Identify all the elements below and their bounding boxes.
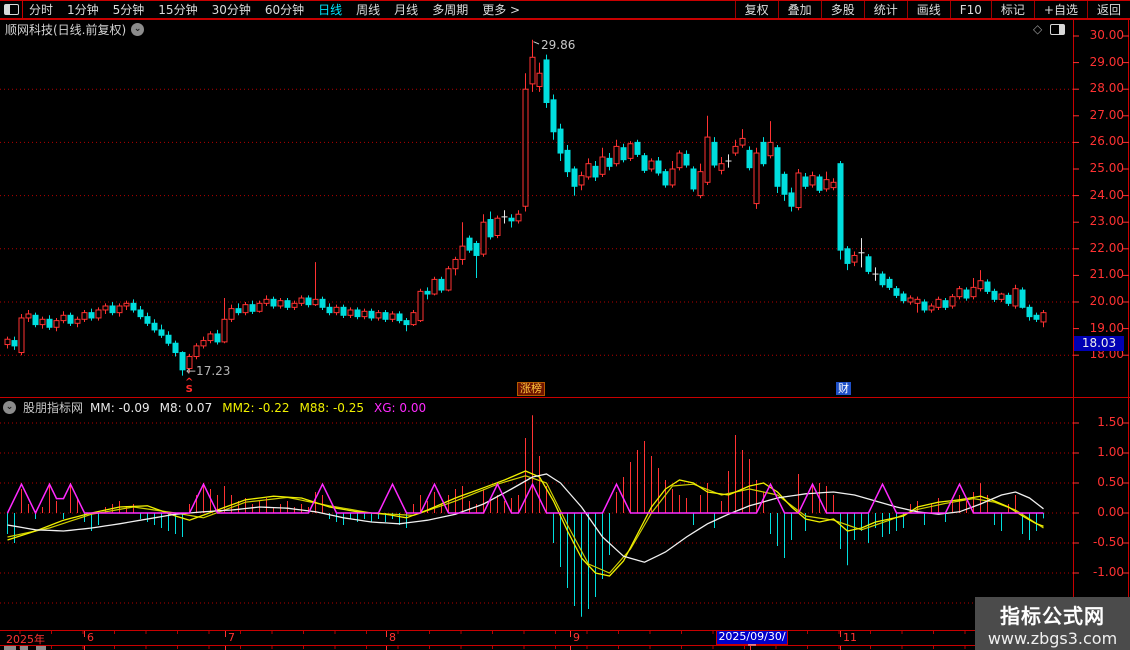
legend-item-0: MM: -0.09 xyxy=(90,400,150,415)
chevron-down-icon[interactable]: ⌄ xyxy=(3,401,16,414)
signal-caret: ^ xyxy=(185,377,194,388)
period-tab-8[interactable]: 月线 xyxy=(394,3,419,17)
chevron-down-icon[interactable]: ⌄ xyxy=(131,23,145,36)
clipped-text-stub xyxy=(4,646,16,650)
last-price-tag: 18.03 xyxy=(1074,336,1124,351)
period-tab-7[interactable]: 周线 xyxy=(356,3,381,17)
price-tick-label: 19.00 xyxy=(1089,320,1124,335)
toolbar-button-6[interactable]: 标记 xyxy=(990,1,1034,18)
month-label-6: 6 xyxy=(87,631,94,644)
chart-title-row: 顺网科技(日线.前复权) ⌄ xyxy=(5,21,145,38)
toolbar-button-8[interactable]: 返回 xyxy=(1086,1,1130,18)
month-label-7: 7 xyxy=(228,631,235,644)
indicator-tick-label: -1.00 xyxy=(1092,565,1124,579)
period-tab-10[interactable]: 更多 > xyxy=(482,3,521,17)
rank-badge[interactable]: 涨榜 xyxy=(517,382,545,396)
indicator-name: 股朋指标网 xyxy=(23,401,84,415)
price-tick-label: 29.00 xyxy=(1089,54,1124,69)
legend-item-3: M88: -0.25 xyxy=(299,400,364,415)
period-tab-6[interactable]: 日线 xyxy=(318,3,343,17)
indicator-header: ⌄ 股朋指标网 MM: -0.09 M8: 0.07 MM2: -0.22 M88: … xyxy=(3,399,426,416)
month-label-9: 9 xyxy=(573,631,580,644)
date-axis: 2025年 6 7 8 9 11 2025/09/30/二 xyxy=(0,630,1130,650)
chart-title: 顺网科技(日线.前复权) xyxy=(5,23,127,37)
high-price-annotation: 29.86 xyxy=(541,38,576,52)
period-tab-2[interactable]: 5分钟 xyxy=(112,3,145,17)
low-price-annotation: ←17.23 xyxy=(186,364,231,378)
legend-item-4: XG: 0.00 xyxy=(374,400,427,415)
clipped-text-stub xyxy=(36,646,46,650)
finance-badge[interactable]: 财 xyxy=(836,382,851,395)
indicator-tick-label: 0.00 xyxy=(1097,505,1124,519)
price-tick-label: 24.00 xyxy=(1089,187,1124,202)
split-window-icon xyxy=(3,4,19,15)
indicator-tick-label: -0.50 xyxy=(1092,535,1124,549)
indicator-tick-label: 0.50 xyxy=(1097,475,1124,489)
period-tab-0[interactable]: 分时 xyxy=(29,3,54,17)
period-tab-4[interactable]: 30分钟 xyxy=(211,3,251,17)
clipped-text-stub xyxy=(20,646,28,650)
toolbar-button-4[interactable]: 画线 xyxy=(906,1,950,18)
month-label-8: 8 xyxy=(389,631,396,644)
toolbar-button-0[interactable]: 复权 xyxy=(734,1,778,18)
toolbar-button-1[interactable]: 叠加 xyxy=(777,1,821,18)
toolbar-button-2[interactable]: 多股 xyxy=(820,1,864,18)
period-tab-1[interactable]: 1分钟 xyxy=(67,3,99,17)
toolbar-button-5[interactable]: F10 xyxy=(949,1,991,18)
diamond-icon[interactable]: ◇ xyxy=(1033,22,1043,36)
price-tick-label: 28.00 xyxy=(1089,81,1124,96)
period-tab-5[interactable]: 60分钟 xyxy=(264,3,305,17)
signal-letter: S xyxy=(185,384,193,395)
period-tabs: 分时 1分钟 5分钟 15分钟 30分钟 60分钟 日线 周线 月线 多周期 更多 > xyxy=(23,1,520,18)
watermark-url: www.zbgs3.com xyxy=(987,628,1118,648)
sell-signal-marker: ^ S xyxy=(185,377,194,395)
toolbar-button-7[interactable]: +自选 xyxy=(1033,1,1087,18)
toolbar-button-3[interactable]: 统计 xyxy=(863,1,907,18)
price-tick-label: 25.00 xyxy=(1089,161,1124,175)
month-label-11: 11 xyxy=(843,631,857,644)
price-tick-label: 23.00 xyxy=(1089,214,1124,229)
watermark: 指标公式网 www.zbgs3.com xyxy=(975,597,1130,650)
chart-corner-icons: ◇ xyxy=(1033,22,1066,36)
watermark-site-name: 指标公式网 xyxy=(1000,603,1105,628)
period-tab-3[interactable]: 15分钟 xyxy=(158,3,198,17)
selected-date-tag: 2025/09/30/二 xyxy=(716,630,788,650)
indicator-legend: MM: -0.09 M8: 0.07 MM2: -0.22 M88: -0.25 XG:… xyxy=(90,401,426,415)
price-tick-label: 20.00 xyxy=(1089,294,1124,308)
legend-item-1: M8: 0.07 xyxy=(159,400,213,415)
year-label: 2025年 xyxy=(6,633,45,646)
action-buttons: 复权 叠加 多股 统计 画线 F10 标记 +自选 返回 xyxy=(734,1,1130,18)
price-tick-label: 22.00 xyxy=(1089,240,1124,255)
maximize-pane-icon[interactable] xyxy=(1050,23,1066,35)
period-tab-9[interactable]: 多周期 xyxy=(432,3,469,17)
price-tick-label: 21.00 xyxy=(1089,267,1124,282)
indicator-tick-label: 1.50 xyxy=(1097,415,1124,429)
price-tick-label: 27.00 xyxy=(1089,107,1124,122)
legend-item-2: MM2: -0.22 xyxy=(222,400,290,415)
indicator-tick-label: 1.00 xyxy=(1097,445,1124,459)
top-toolbar: 分时 1分钟 5分钟 15分钟 30分钟 60分钟 日线 周线 月线 多周期 更多 > 复权 叠加 多股… xyxy=(0,0,1130,19)
price-tick-label: 30.00 xyxy=(1089,28,1124,42)
price-tick-label: 26.00 xyxy=(1089,134,1124,149)
layout-toggle-button[interactable] xyxy=(0,1,23,18)
